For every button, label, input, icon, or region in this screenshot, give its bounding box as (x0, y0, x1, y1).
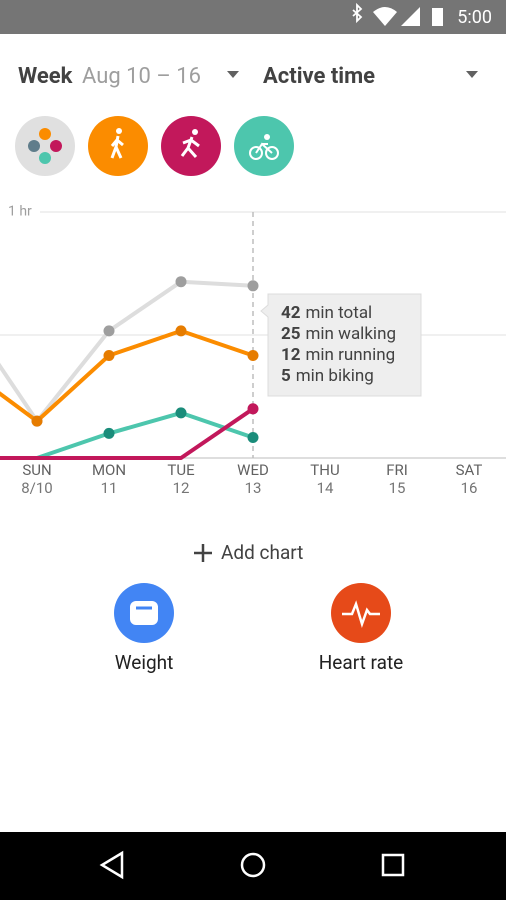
recents-button[interactable] (381, 853, 405, 877)
tooltip-label: min walking (306, 324, 397, 344)
walk-icon (110, 135, 124, 159)
filter-walking[interactable] (88, 116, 148, 176)
y-tick-label: 1 hr (8, 204, 32, 220)
x-tick-label: WED (237, 461, 269, 479)
series-line (0, 328, 254, 424)
data-point (175, 276, 187, 288)
tooltip-value: 25 (281, 324, 301, 344)
dot (39, 152, 51, 164)
series-line (0, 407, 255, 460)
heart-rate-circle[interactable] (331, 583, 391, 643)
tooltip-label: min total (306, 303, 373, 323)
data-point (31, 415, 43, 427)
dropdown-arrow[interactable] (227, 71, 239, 78)
dot (39, 128, 51, 140)
add-chart-button[interactable]: Add chart (194, 541, 303, 564)
nav-bar (0, 832, 506, 900)
date-range[interactable]: Aug 10 – 16 (82, 64, 201, 89)
heart-rate-shortcut[interactable]: Heart rate (319, 583, 404, 674)
x-tick-label: TUE (167, 461, 195, 479)
back-button[interactable] (99, 850, 124, 880)
home-button[interactable] (240, 852, 266, 878)
run-icon (180, 136, 200, 158)
status-bar (0, 0, 506, 34)
scale-icon (130, 601, 158, 625)
tooltip-line: 12 min running (281, 345, 395, 365)
x-date-label: 16 (461, 479, 478, 497)
bluetooth-icon (352, 2, 363, 24)
frame (255, 142, 273, 154)
wifi-icon (373, 7, 397, 26)
data-point (103, 350, 115, 361)
tooltip-value: 42 (281, 303, 301, 323)
x-date-label: 15 (389, 479, 406, 497)
data-point (247, 350, 259, 361)
x-date-label: 12 (173, 479, 190, 497)
filter-circle[interactable] (161, 116, 221, 176)
tooltip-line: 42 min total (281, 303, 372, 323)
period-selector[interactable]: Week (18, 64, 73, 89)
filter-biking[interactable] (234, 116, 294, 176)
dot (50, 140, 62, 152)
x-tick-label: FRI (386, 461, 408, 479)
wheel (249, 146, 263, 160)
head (116, 128, 122, 134)
x-tick-label: SAT (456, 461, 483, 479)
data-point (247, 403, 259, 415)
wheel (265, 146, 279, 160)
pulse-icon (342, 600, 380, 629)
data-point (103, 325, 115, 337)
signal-icon (401, 7, 420, 26)
data-point (175, 325, 187, 337)
x-tick-label: SUN (22, 461, 51, 479)
data-point (247, 280, 259, 292)
tooltip-label: min biking (296, 366, 374, 386)
tooltip-label: min running (306, 345, 396, 365)
x-tick-label: MON (92, 461, 126, 479)
filter-circle[interactable] (88, 116, 148, 176)
plus-icon (194, 544, 212, 562)
metric-selector[interactable]: Active time (263, 64, 375, 89)
dot (28, 140, 40, 152)
weight-shortcut[interactable]: Weight (114, 583, 174, 674)
weight-label[interactable]: Weight (115, 651, 174, 674)
head (192, 129, 198, 135)
x-date-label: 14 (317, 479, 334, 497)
filter-all[interactable] (15, 116, 75, 176)
tooltip-value: 5 (281, 366, 291, 386)
chart: 1 hrSUN8/10MON11TUE12WED13THU14FRI15SAT1… (0, 204, 506, 497)
x-date-label: 13 (245, 479, 262, 497)
heart-rate-label[interactable]: Heart rate (319, 651, 404, 674)
tooltip-line: 5 min biking (281, 366, 374, 386)
data-point (247, 432, 259, 443)
head (264, 134, 270, 140)
x-tick-label: THU (310, 461, 339, 479)
filter-running[interactable] (161, 116, 221, 176)
clock: 5:00 (457, 7, 492, 28)
filter-circle[interactable] (15, 116, 75, 176)
data-point (103, 427, 115, 439)
tooltip-box (260, 293, 422, 397)
battery-icon (432, 8, 443, 26)
x-date-label: 11 (101, 479, 118, 497)
dropdown-arrow[interactable] (466, 71, 478, 78)
data-point (175, 407, 187, 419)
tooltip-line: 25 min walking (281, 324, 396, 344)
x-date-label: 8/10 (21, 479, 52, 497)
tooltip-value: 12 (281, 345, 301, 365)
add-chart-label[interactable]: Add chart (221, 541, 303, 564)
